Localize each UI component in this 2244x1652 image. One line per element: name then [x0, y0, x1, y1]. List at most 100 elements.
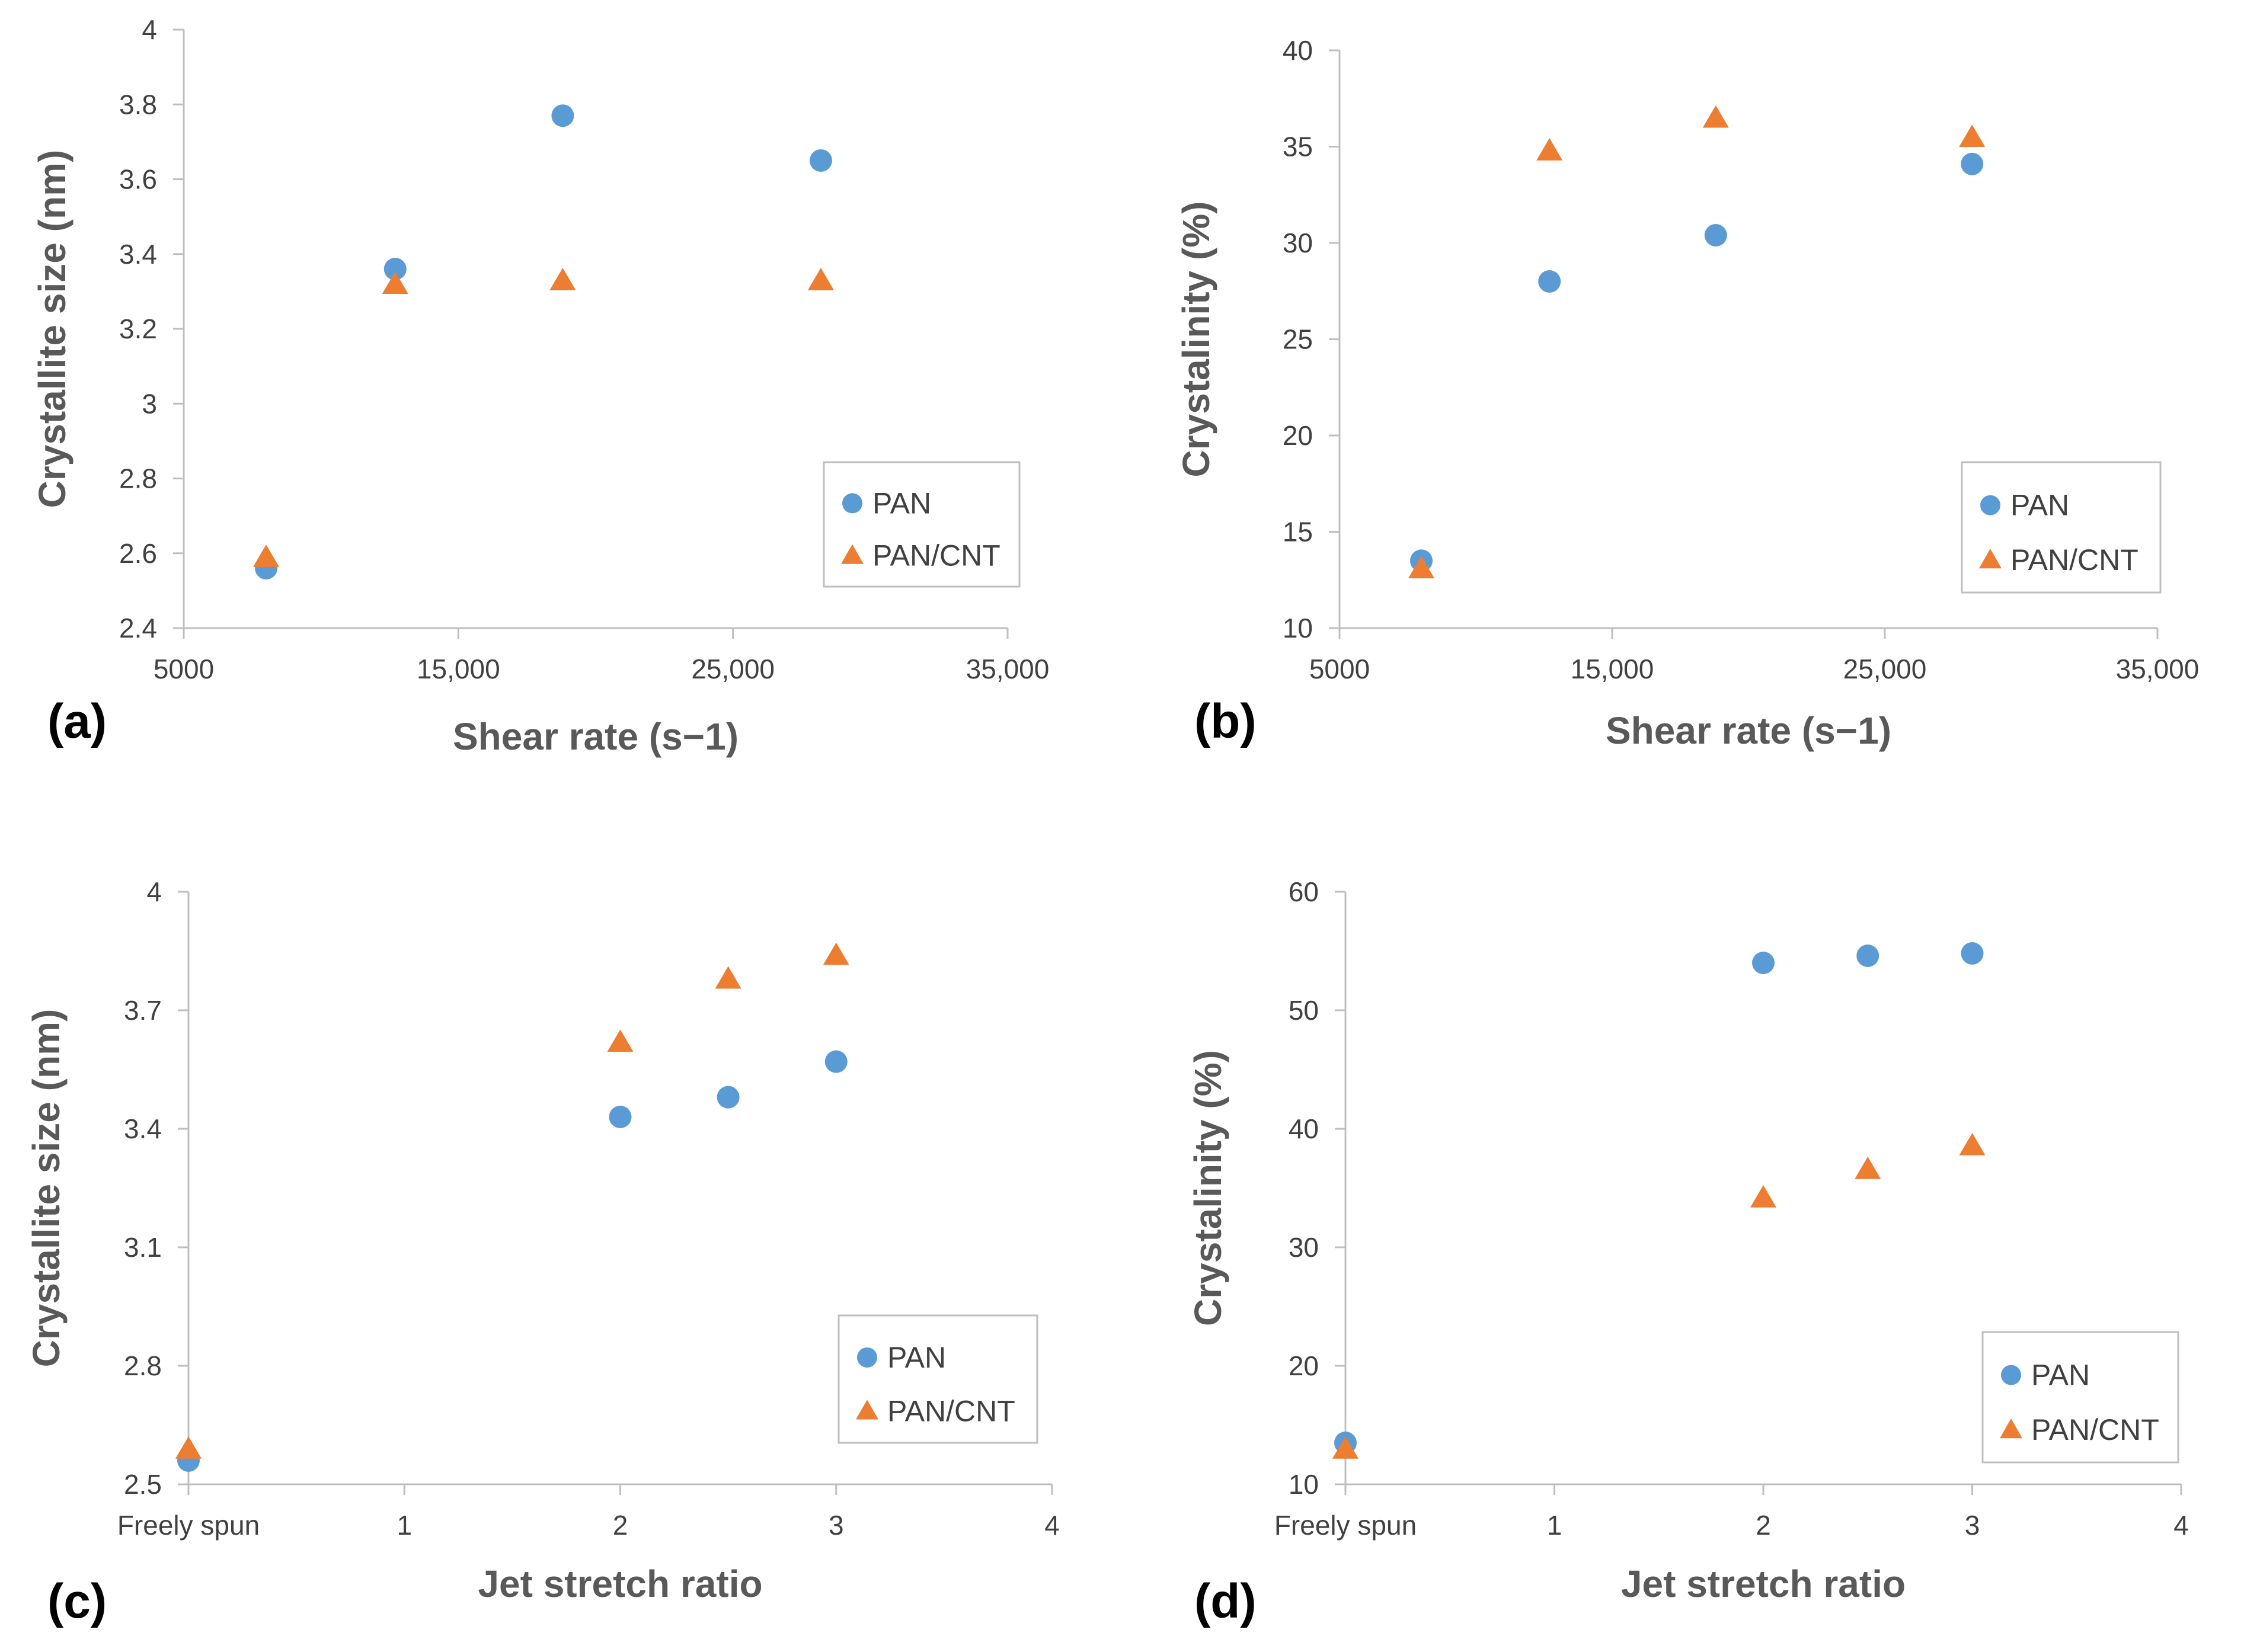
y-tick-label: 10	[1289, 1469, 1319, 1500]
x-tick-label: 1	[397, 1510, 412, 1541]
pan-cnt-data-point	[252, 545, 280, 567]
pan-data-point	[1538, 270, 1561, 293]
pan-cnt-data-point	[175, 1436, 202, 1459]
x-tick-label: 2	[613, 1510, 628, 1541]
pan-cnt-data-point	[1702, 105, 1729, 128]
y-tick-label: 10	[1283, 613, 1313, 643]
x-tick-label: 4	[2173, 1510, 2189, 1541]
x-tick-label: Freely spun	[117, 1510, 260, 1541]
legend-triangle-icon	[1979, 549, 2002, 569]
x-axis-label: Jet stretch ratio	[1621, 1563, 1906, 1605]
y-tick-label: 40	[1289, 1113, 1319, 1144]
panel-b: 10 15 20 25 30 35 40 5000 15,000 25,000 35,000 Crys…	[1175, 35, 2199, 752]
pan-data-point	[1752, 952, 1775, 974]
x-tick-label: 15,000	[417, 654, 500, 684]
legend-label-pan: PAN	[2031, 1359, 2090, 1392]
legend-label-pan-cnt: PAN/CNT	[887, 1394, 1015, 1427]
panel-label: (a)	[47, 694, 107, 748]
panel-label: (b)	[1194, 694, 1257, 748]
x-tick-label: 3	[829, 1510, 844, 1541]
x-axis-label: Shear rate (s−1)	[1606, 709, 1891, 752]
legend: PAN PAN/CNT	[1961, 461, 2162, 594]
x-tick-label: 5000	[1309, 654, 1370, 684]
legend-triangle-icon	[856, 1400, 878, 1420]
y-tick-label: 20	[1289, 1350, 1319, 1381]
legend-box	[823, 461, 1021, 588]
panel-label: (d)	[1194, 1574, 1257, 1628]
pan-data-point	[1961, 942, 1984, 965]
y-tick-label: 2.5	[124, 1469, 162, 1500]
pan-cnt-data-point	[549, 267, 576, 290]
x-tick-label: 4	[1044, 1510, 1060, 1541]
y-axis-label: Crystallite size (nm)	[25, 1009, 68, 1368]
x-tick-label: 2	[1756, 1510, 1771, 1541]
legend: PAN PAN/CNT	[823, 461, 1021, 588]
y-axis-label: Crystalinity (%)	[1187, 1050, 1229, 1326]
legend-triangle-icon	[841, 544, 864, 564]
y-tick-label: 40	[1283, 35, 1313, 66]
legend-circle-icon	[2001, 1365, 2021, 1385]
pan-cnt-data-point	[715, 966, 741, 989]
y-tick-label: 20	[1283, 420, 1313, 451]
legend-label-pan-cnt: PAN/CNT	[2010, 543, 2138, 577]
pan-cnt-data-point	[1959, 1133, 1986, 1155]
pan-data-point	[1961, 152, 1984, 175]
pan-data-point	[609, 1106, 632, 1128]
y-tick-label: 2.4	[119, 613, 157, 643]
x-tick-label: 25,000	[1843, 654, 1927, 684]
y-tick-label: 2.8	[124, 1350, 162, 1381]
legend-circle-icon	[842, 493, 862, 514]
legend: PAN PAN/CNT	[837, 1314, 1038, 1444]
pan-cnt-data-point	[1536, 138, 1563, 161]
pan-cnt-data-point	[1959, 124, 1986, 148]
y-tick-label: 2.8	[119, 463, 157, 494]
legend: PAN PAN/CNT	[1981, 1331, 2179, 1464]
y-tick-label: 3.6	[119, 164, 157, 195]
x-tick-label: 25,000	[691, 654, 775, 684]
pan-cnt-data-point	[607, 1029, 634, 1052]
y-tick-label: 2.6	[119, 538, 157, 569]
pan-cnt-data-point	[1408, 556, 1435, 579]
y-tick-label: 4	[146, 876, 162, 907]
legend-label-pan: PAN	[887, 1341, 946, 1374]
y-tick-label: 15	[1283, 517, 1313, 548]
y-axis-label: Crystallite size (nm)	[31, 150, 73, 508]
pan-cnt-data-point	[382, 271, 408, 294]
x-tick-label: 35,000	[2116, 654, 2200, 684]
panel-c: 2.5 2.8 3.1 3.4 3.7 4 Freely spun 1 2 3 4 Crystalli…	[25, 876, 1060, 1628]
y-tick-label: 30	[1289, 1232, 1319, 1263]
y-tick-label: 3.4	[124, 1113, 162, 1144]
panel-a: 2.4 2.6 2.8 3 3.2 3.4 3.6 3.8 4 5000 15,000 25,000 3…	[31, 14, 1049, 758]
x-tick-label: 35,000	[966, 654, 1050, 684]
legend-circle-icon	[1980, 495, 2000, 516]
pan-data-point	[551, 104, 574, 127]
pan-data-point	[1704, 224, 1727, 246]
panel-d: 10 20 30 40 50 60 Freely spun 1 2 3 4 Crystalinity …	[1187, 876, 2189, 1628]
pan-cnt-data-point	[1855, 1157, 1881, 1179]
y-axis-label: Crystalinity (%)	[1175, 201, 1217, 478]
pan-data-point	[824, 1050, 848, 1073]
y-tick-label: 35	[1283, 132, 1313, 162]
x-tick-label: 1	[1547, 1510, 1562, 1541]
pan-data-point	[809, 149, 832, 172]
pan-cnt-data-point	[807, 267, 834, 290]
legend-box	[1961, 461, 2162, 594]
pan-cnt-data-point	[823, 942, 849, 965]
legend-box	[837, 1314, 1038, 1444]
legend-circle-icon	[857, 1347, 877, 1368]
y-tick-label: 3.2	[119, 313, 157, 344]
x-tick-label: 3	[1965, 1510, 1980, 1541]
x-tick-label: 15,000	[1571, 654, 1654, 684]
panel-label: (c)	[47, 1574, 107, 1628]
y-tick-label: 3	[142, 388, 157, 419]
legend-label-pan: PAN	[2010, 489, 2069, 522]
legend-label-pan-cnt: PAN/CNT	[872, 539, 1000, 572]
y-tick-label: 50	[1289, 995, 1319, 1026]
y-tick-label: 4	[142, 14, 157, 45]
pan-data-point	[1856, 945, 1879, 967]
x-tick-label: 5000	[154, 654, 214, 684]
x-axis-label: Jet stretch ratio	[478, 1563, 762, 1605]
y-tick-label: 3.4	[119, 239, 157, 270]
legend-box	[1981, 1331, 2179, 1464]
